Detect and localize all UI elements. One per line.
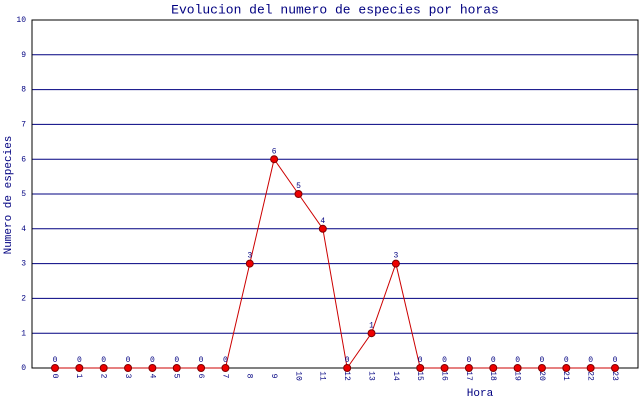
data-point [611,364,619,372]
x-tick-label: 0 [50,374,59,379]
data-label: 0 [174,356,179,365]
data-point [75,364,84,372]
x-tick-label: 21 [561,371,570,381]
data-label: 0 [613,356,618,365]
x-tick-label: 16 [439,371,448,381]
x-tick-label: 17 [464,371,473,381]
x-tick-label: 22 [586,371,595,381]
x-tick-label: 10 [293,371,302,381]
x-tick-label: 2 [99,374,108,379]
plot-frame [31,19,639,369]
data-line [55,157,615,370]
y-tick-label: 5 [21,190,26,199]
data-label: 0 [345,356,350,365]
data-point [294,190,303,198]
data-label: 4 [320,217,325,226]
data-point [513,364,522,372]
x-tick-label: 9 [269,374,278,379]
data-label: 5 [296,182,301,191]
data-label: 0 [491,356,496,365]
data-label: 0 [126,356,131,365]
x-tick-label: 15 [415,371,424,381]
data-point [51,364,59,372]
data-label: 0 [199,356,204,365]
x-tick-label: 18 [488,371,497,381]
y-tick-label: 8 [21,86,26,95]
x-tick-label: 11 [318,371,327,381]
data-point [172,364,181,372]
y-tick-label: 6 [21,155,26,164]
y-tick-label: 3 [21,260,26,269]
data-point [416,364,425,372]
x-tick-label: 5 [172,374,181,379]
data-point [367,329,376,338]
data-point [221,364,230,372]
y-axis-label: Numero de especies [3,136,15,255]
data-point [391,259,400,268]
x-tick-label: 23 [610,371,619,381]
data-point [489,364,498,372]
data-point [586,364,595,372]
data-label: 0 [564,356,569,365]
data-label: 1 [369,321,374,330]
data-point [343,364,352,372]
data-label: 0 [53,356,58,365]
data-point [318,224,327,233]
data-point [562,364,571,372]
data-label: 0 [418,356,423,365]
x-tick-label: 7 [220,374,229,379]
x-tick-label: 8 [245,374,254,379]
x-tick-label: 6 [196,374,205,379]
data-label: 0 [101,356,106,365]
y-tick-label: 9 [21,51,26,60]
y-tick-label: 0 [21,364,26,373]
x-tick-label: 20 [537,371,546,381]
data-label: 0 [540,356,545,365]
data-label: 0 [442,356,447,365]
data-point [99,364,108,372]
chart-title: Evolucion del numero de especies por hor… [171,2,499,17]
data-label: 6 [272,147,277,156]
data-point [270,155,279,164]
data-point [464,364,473,372]
y-tick-label: 4 [21,225,26,234]
data-point [124,364,133,372]
x-tick-label: 3 [123,374,132,379]
data-point [245,259,254,268]
data-label: 0 [588,356,593,365]
x-tick-label: 19 [512,371,521,381]
data-label: 3 [247,252,252,261]
x-tick-label: 4 [147,374,156,379]
y-tick-label: 1 [21,329,26,338]
data-label: 0 [77,356,82,365]
data-label: 0 [467,356,472,365]
data-label: 3 [393,252,398,261]
data-label: 0 [223,356,228,365]
x-tick-label: 14 [391,371,400,381]
x-tick-label: 1 [74,374,83,379]
data-label: 0 [150,356,155,365]
data-point [440,364,449,372]
y-tick-label: 2 [21,295,26,304]
data-point [537,364,546,372]
x-tick-label: 12 [342,371,351,381]
data-label: 0 [515,356,520,365]
data-point [148,364,157,372]
y-tick-label: 7 [21,121,26,130]
y-tick-label: 10 [16,16,26,25]
x-tick-label: 13 [366,371,375,381]
x-axis-label: Hora [467,388,494,400]
data-point [197,364,206,372]
